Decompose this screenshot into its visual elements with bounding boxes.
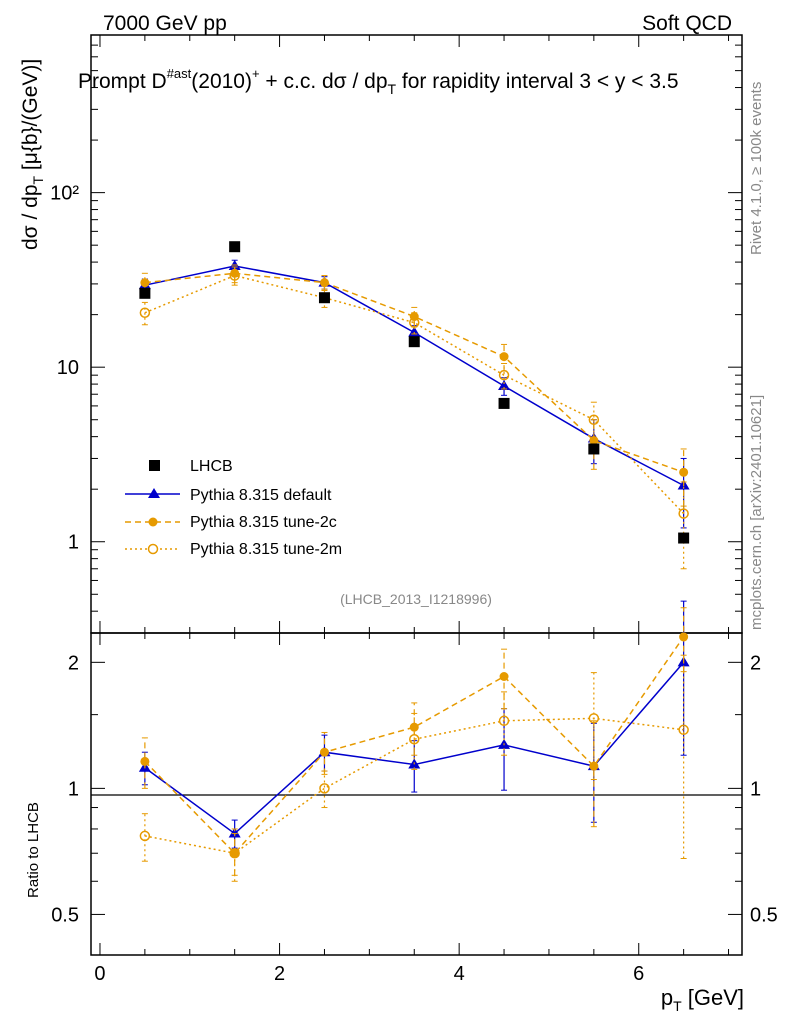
ratio-pythia-8-315-tune-2m-point <box>139 830 151 842</box>
ratio-pythia-8-315-tune-2c-point <box>319 747 329 757</box>
ratio-y-tick-label: 2 <box>68 652 79 674</box>
main-y-label-sub: T <box>30 175 46 184</box>
ratio-pythia-8-315-tune-2m-point <box>498 715 510 727</box>
plot-title: Prompt D#ast(2010)+ + c.c. dσ / dpT for … <box>78 66 679 97</box>
mcplots-label: mcplots.cern.ch [arXiv:2401.10621] <box>748 395 765 630</box>
x-axes: 0 2 4 6 <box>94 35 730 985</box>
x-label-unit: [GeV] <box>682 985 744 1010</box>
x-tick-label: 0 <box>94 963 105 985</box>
ratio-y-tick-label-right: 2 <box>750 652 761 674</box>
main-pythia-8-315-tune-2c-point <box>679 467 689 477</box>
x-tick-label: 4 <box>454 963 465 985</box>
main-lhcb-point <box>408 336 420 348</box>
ratio-axes: 0.5 0.5 1 1 2 2 <box>51 652 778 926</box>
main-pythia-8-315-tune-2m-point <box>229 270 240 281</box>
title-part-b: (2010) <box>191 70 252 93</box>
legend-tune2c-marker <box>148 517 158 527</box>
x-label-sub: T <box>673 998 682 1014</box>
main-y-tick-label: 10² <box>50 183 79 205</box>
title-sub: T <box>388 81 397 97</box>
main-lhcb-point <box>229 241 241 253</box>
ratio-pythia-8-315-tune-2c-point <box>499 672 509 682</box>
main-y-label: dσ / dpT [μ{b}/(GeV)] <box>19 59 46 250</box>
main-series <box>138 241 690 570</box>
main-pythia-8-315-default-line <box>144 265 684 487</box>
main-lhcb-point <box>588 443 600 455</box>
main-pythia-8-315-default-point <box>498 380 511 391</box>
ratio-y-tick-label-right: 1 <box>750 778 761 800</box>
main-lhcb-point <box>498 397 510 409</box>
main-y-tick-label: 10 <box>57 357 79 379</box>
main-pythia-8-315-tune-2c-point <box>499 352 509 362</box>
analysis-watermark: (LHCB_2013_I1218996) <box>340 591 492 607</box>
ratio-y-tick-label: 1 <box>68 778 79 800</box>
main-y-label-b: [μ{b}/(GeV)] <box>19 59 42 176</box>
main-pythia-8-315-tune-2m-point <box>588 414 600 425</box>
main-lhcb-point <box>678 532 690 544</box>
ratio-plot-frame <box>90 632 743 956</box>
ratio-pythia-8-315-tune-2m-point <box>319 783 330 794</box>
title-part-a: Prompt D <box>78 70 167 93</box>
main-pythia-8-315-tune-2m-point <box>409 317 420 328</box>
main-pythia-8-315-tune-2m-point <box>139 307 151 319</box>
energy-label: 7000 GeV pp <box>103 12 227 35</box>
ratio-y-tick-label: 0.5 <box>51 904 79 926</box>
main-pythia-8-315-tune-2c-point <box>140 278 150 288</box>
category-label: Soft QCD <box>642 12 732 35</box>
legend-default-label: Pythia 8.315 default <box>190 487 332 504</box>
ratio-y-tick-label-right: 0.5 <box>750 904 778 926</box>
legend-default-marker <box>148 488 160 498</box>
ratio-pythia-8-315-tune-2m-point <box>229 847 240 859</box>
rivet-label: Rivet 4.1.0, ≥ 100k events <box>748 82 765 255</box>
x-axis-label: pT [GeV] <box>661 985 744 1014</box>
legend-lhcb-marker <box>149 460 160 471</box>
main-pythia-8-315-tune-2m-point <box>498 369 510 381</box>
ratio-pythia-8-315-tune-2c-point <box>140 756 150 766</box>
ratio-pythia-8-315-tune-2m-point <box>588 713 600 724</box>
main-pythia-8-315-tune-2m-point <box>678 508 689 519</box>
main-pythia-8-315-tune-2c-point <box>319 278 329 288</box>
ratio-pythia-8-315-tune-2m-line <box>144 717 684 855</box>
ratio-y-label: Ratio to LHCB <box>25 802 42 898</box>
title-sup2: + <box>252 66 260 81</box>
legend-tune2m-label: Pythia 8.315 tune-2m <box>190 541 342 558</box>
main-lhcb-point <box>318 292 330 304</box>
x-tick-label: 6 <box>633 963 644 985</box>
title-part-c: + c.c. dσ / dp <box>260 70 388 93</box>
ratio-pythia-8-315-tune-2c-point <box>589 761 599 771</box>
ratio-pythia-8-315-tune-2m-point <box>409 734 420 745</box>
main-axes: 1 10 10² <box>50 34 742 634</box>
legend-lhcb-label: LHCB <box>190 458 233 475</box>
ratio-pythia-8-315-tune-2c-point <box>409 722 419 732</box>
ratio-pythia-8-315-default-point <box>228 827 241 838</box>
legend: LHCB Pythia 8.315 default Pythia 8.315 t… <box>125 458 342 558</box>
legend-tune2m-marker <box>147 543 159 555</box>
x-label-p: p <box>661 985 673 1010</box>
ratio-series <box>138 600 690 882</box>
x-tick-label: 2 <box>274 963 285 985</box>
ratio-pythia-8-315-tune-2m-point <box>678 724 689 736</box>
main-y-label-a: dσ / dp <box>19 184 42 250</box>
main-y-tick-label: 1 <box>68 532 79 554</box>
main-lhcb-point <box>139 287 151 299</box>
legend-tune2c-label: Pythia 8.315 tune-2c <box>190 514 337 531</box>
ratio-pythia-8-315-tune-2c-point <box>679 632 689 642</box>
title-part-d: for rapidity interval 3 < y < 3.5 <box>396 70 678 93</box>
title-sup: #ast <box>167 66 192 81</box>
